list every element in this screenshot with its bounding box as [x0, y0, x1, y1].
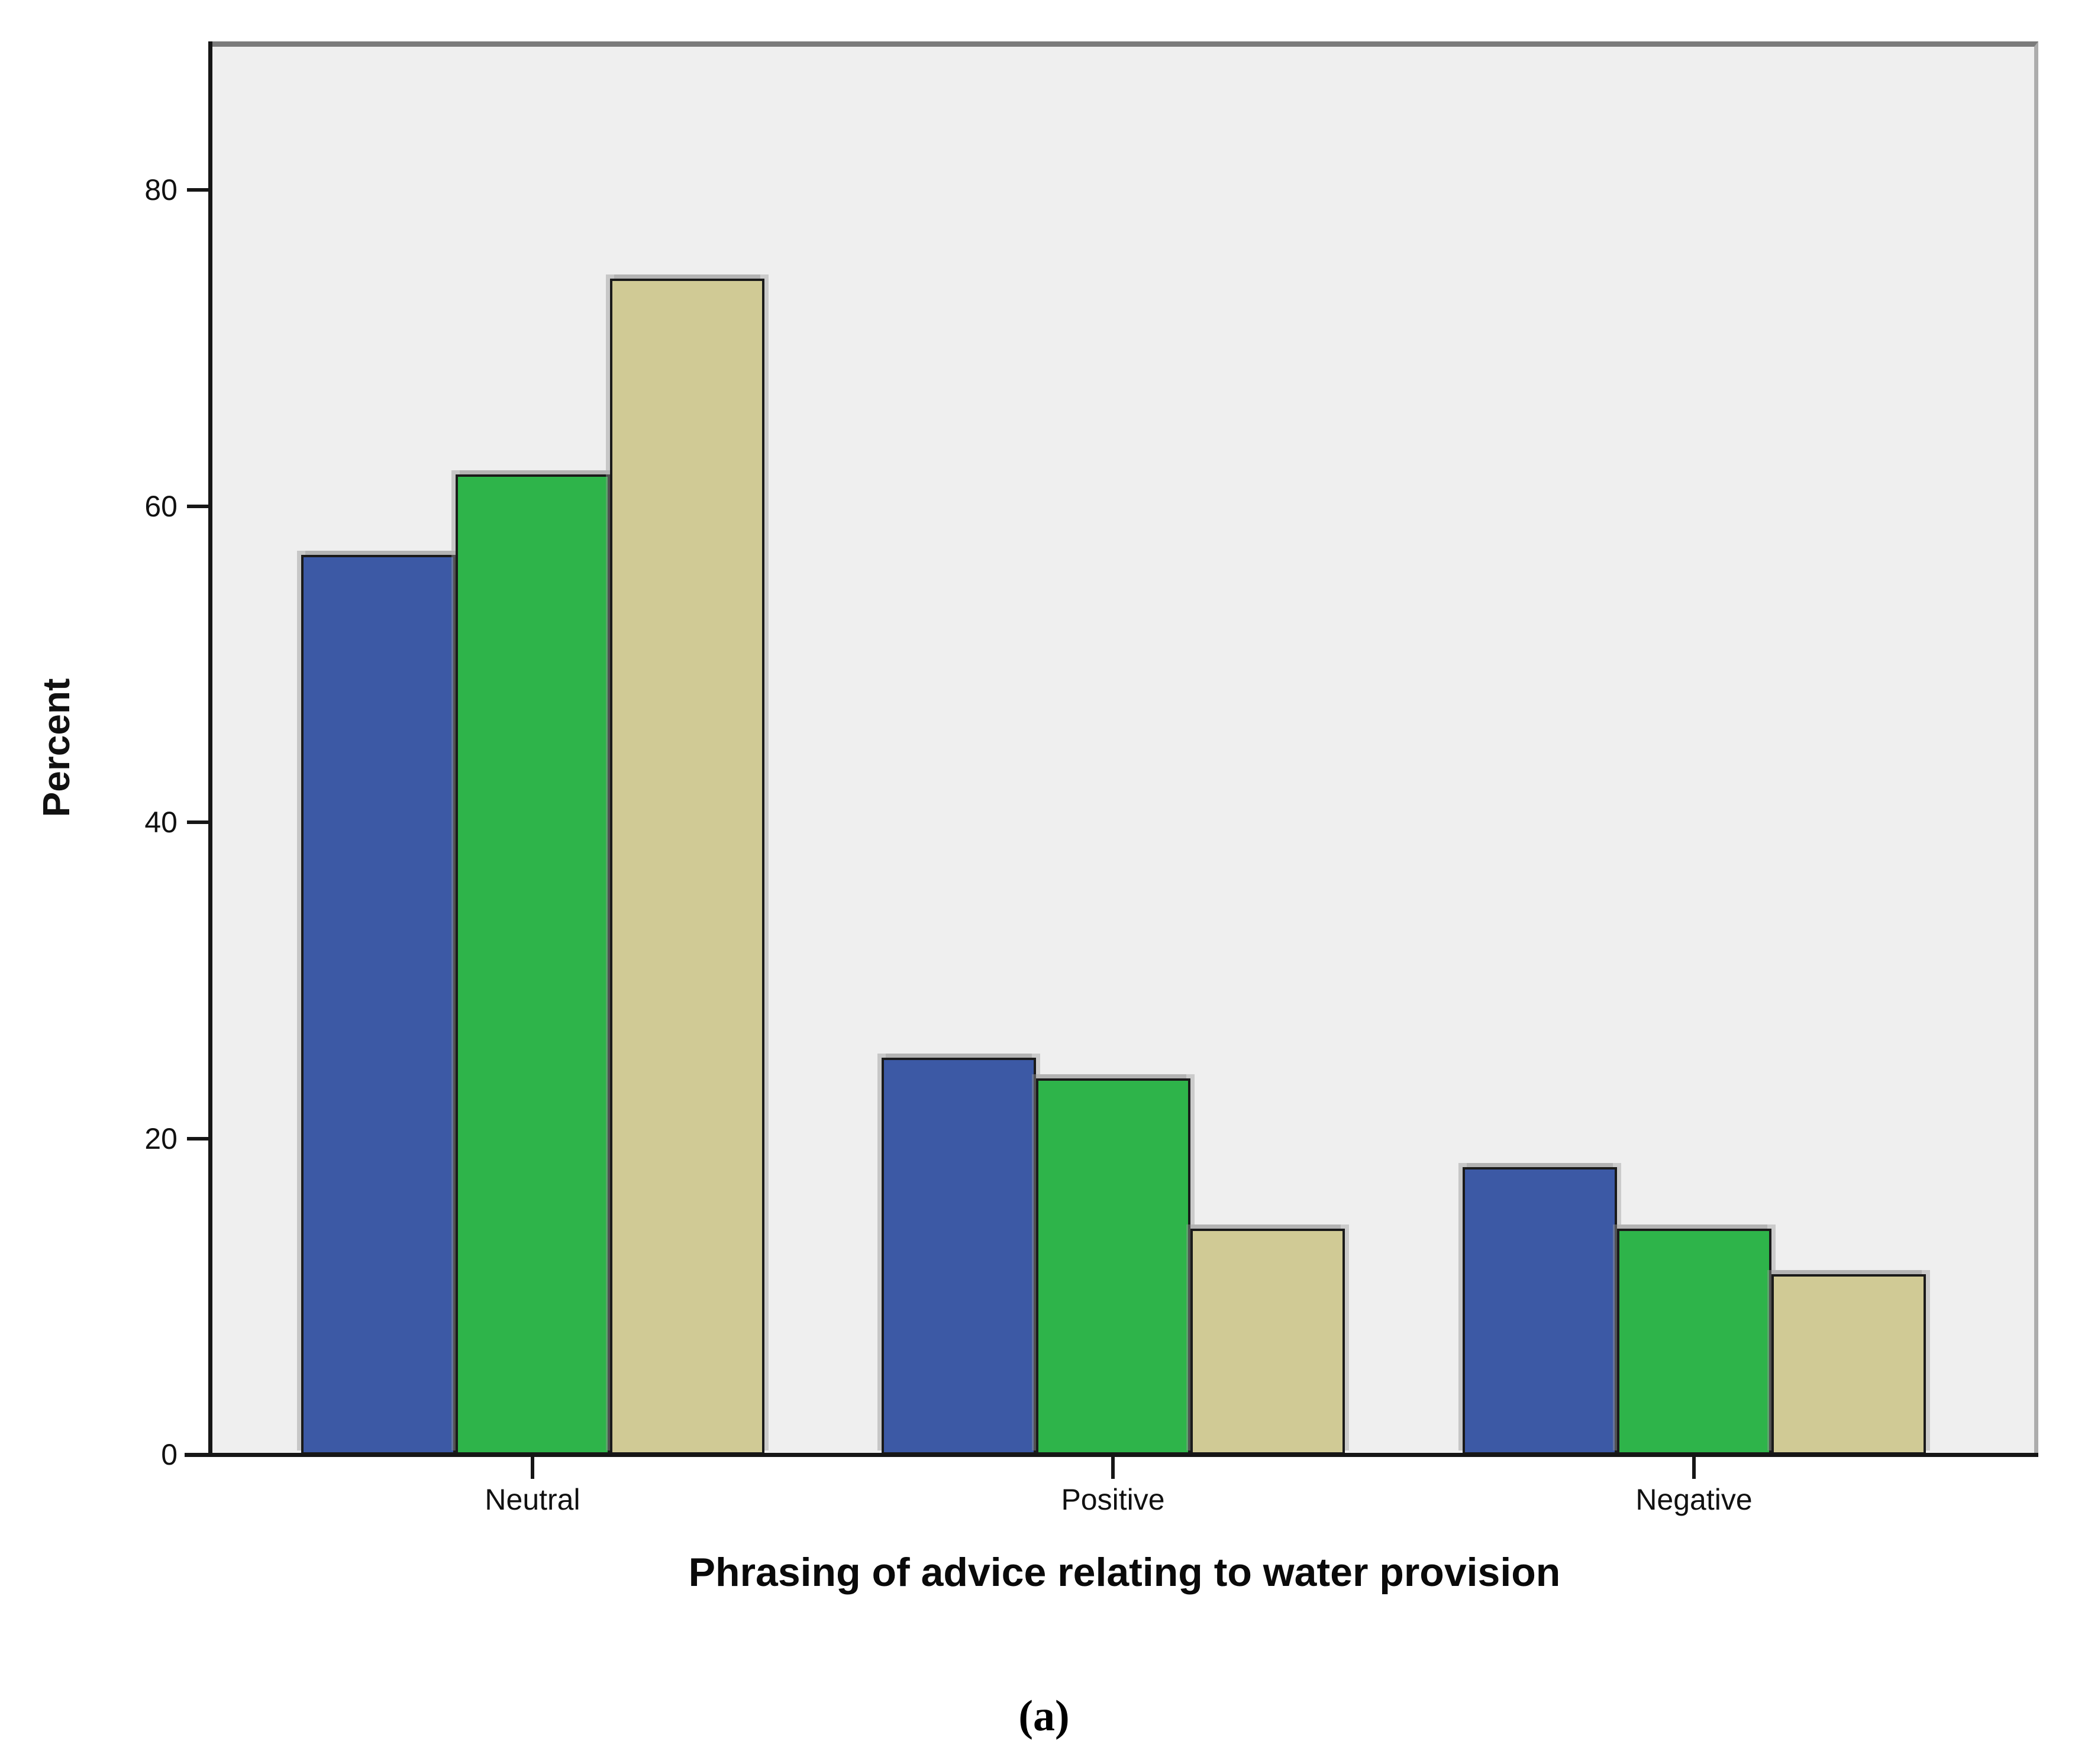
y-tick-mark-60 [187, 504, 211, 508]
bar-negative-blue [1462, 1167, 1617, 1455]
x-tick-mark-neutral [531, 1456, 534, 1479]
x-axis-title: Phrasing of advice relating to water pro… [688, 1550, 1561, 1595]
bar-positive-green [1035, 1078, 1190, 1455]
bar-neutral-tan [609, 278, 764, 1455]
x-category-label-neutral: Neutral [485, 1483, 580, 1516]
x-category-label-negative: Negative [1635, 1483, 1753, 1516]
y-tick-label-80: 80 [144, 173, 178, 207]
bar-neutral-green [455, 474, 610, 1455]
y-tick-mark-40 [187, 820, 211, 825]
figure-caption: (a) [1018, 1692, 1070, 1740]
bar-negative-green [1616, 1228, 1771, 1455]
y-tick-mark-20 [187, 1136, 211, 1141]
y-axis-line [208, 41, 212, 1457]
y-tick-label-60: 60 [144, 489, 178, 523]
bar-positive-tan [1190, 1228, 1345, 1455]
y-axis-title: Percent [35, 678, 78, 818]
y-tick-mark-80 [187, 188, 211, 192]
x-axis-line [185, 1453, 2038, 1457]
bar-neutral-blue [301, 555, 456, 1455]
y-tick-label-40: 40 [144, 806, 178, 839]
x-tick-mark-negative [1692, 1456, 1696, 1479]
x-tick-mark-positive [1111, 1456, 1115, 1479]
bar-negative-tan [1771, 1274, 1926, 1455]
y-tick-label-20: 20 [144, 1122, 178, 1155]
bar-positive-blue [881, 1058, 1036, 1455]
x-category-label-positive: Positive [1061, 1483, 1165, 1516]
y-tick-label-0: 0 [161, 1438, 178, 1471]
